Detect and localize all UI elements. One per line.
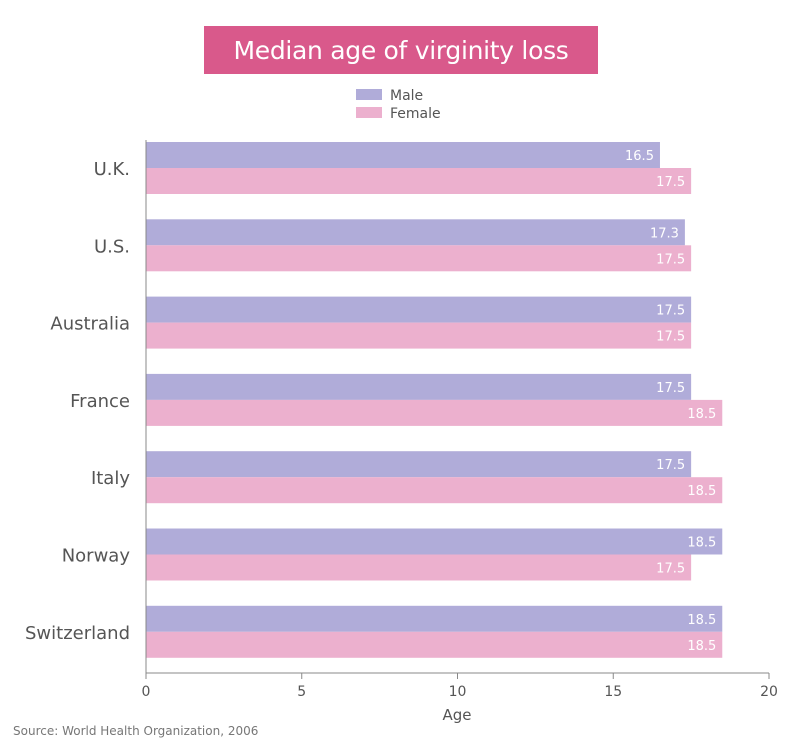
source-note: Source: World Health Organization, 2006 <box>13 724 259 738</box>
data-label: 18.5 <box>687 536 716 551</box>
data-label: 17.5 <box>656 381 685 396</box>
data-label: 17.5 <box>656 252 685 267</box>
axes-group: 0 5 10 15 20 <box>142 140 778 700</box>
category-label: France <box>70 391 130 412</box>
data-label: 17.5 <box>656 562 685 577</box>
bar-male-france <box>146 373 692 400</box>
data-label: 17.5 <box>656 304 685 319</box>
bar-male-u-k <box>146 142 660 168</box>
data-label: 17.5 <box>656 458 685 473</box>
x-tick-label: 0 <box>142 684 151 700</box>
category-label: Switzerland <box>25 623 130 644</box>
data-label: 18.5 <box>687 484 716 499</box>
data-label: 17.5 <box>656 175 685 190</box>
x-tick-label: 20 <box>760 684 778 700</box>
x-tick-label: 15 <box>604 684 622 700</box>
bar-male-u-s <box>146 219 685 246</box>
chart-title: Median age of virginity loss <box>233 35 569 65</box>
category-label: Norway <box>62 546 131 567</box>
data-label: 18.5 <box>687 639 716 654</box>
legend-label-male: Male <box>390 88 423 104</box>
bar-female-switzerland <box>146 631 723 658</box>
data-label: 17.3 <box>650 226 679 241</box>
category-label: Australia <box>50 314 130 335</box>
chart-title-box: Median age of virginity loss <box>204 26 598 74</box>
legend-swatch-female <box>356 107 382 118</box>
data-label: 16.5 <box>625 149 654 164</box>
category-label: U.K. <box>94 159 130 180</box>
bar-female-italy <box>146 477 723 504</box>
legend-label-female: Female <box>390 106 441 122</box>
data-label: 18.5 <box>687 613 716 628</box>
bar-female-u-s <box>146 245 692 272</box>
x-axis-title: Age <box>442 706 471 724</box>
category-label: Italy <box>91 468 130 489</box>
legend-swatch-male <box>356 89 382 100</box>
bar-female-australia <box>146 322 692 349</box>
bar-female-france <box>146 399 723 426</box>
bar-male-switzerland <box>146 605 723 632</box>
x-tick-label: 10 <box>449 684 467 700</box>
bar-female-norway <box>146 554 692 581</box>
bar-female-u-k <box>146 168 692 194</box>
bar-male-italy <box>146 451 692 478</box>
category-labels: U.K. U.S. Australia France Italy Norway Switze… <box>25 159 130 644</box>
x-tick-label: 5 <box>297 684 306 700</box>
legend: Male Female <box>356 88 441 122</box>
category-label: U.S. <box>94 236 130 257</box>
data-label: 18.5 <box>687 407 716 422</box>
bar-male-norway <box>146 528 723 555</box>
bar-male-australia <box>146 296 692 323</box>
bars-group: 16.517.517.317.517.517.517.518.517.518.5… <box>146 142 723 658</box>
data-label: 17.5 <box>656 330 685 345</box>
